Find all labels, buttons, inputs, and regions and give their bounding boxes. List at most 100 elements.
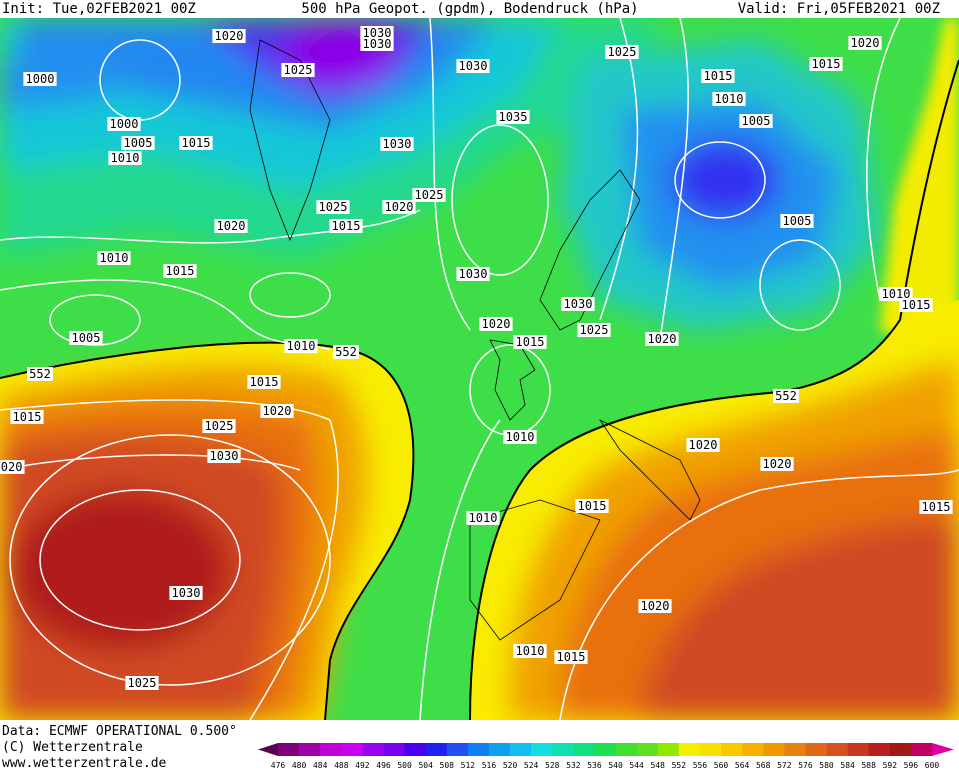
color-swatch	[868, 743, 891, 756]
colorbar-tick-label: 576	[798, 761, 813, 770]
isobar-label: 1020	[385, 200, 414, 214]
label-bg	[773, 389, 799, 403]
data-source: Data: ECMWF OPERATIONAL 0.500°	[2, 724, 237, 739]
color-swatch	[404, 743, 427, 756]
label-bg	[919, 500, 953, 514]
color-swatch	[362, 743, 384, 756]
label-bg	[316, 200, 350, 214]
isobar-label: 1005	[742, 114, 771, 128]
label-bg	[605, 45, 639, 59]
label-bg	[879, 287, 913, 301]
colorbar-tick-label: 580	[819, 761, 834, 770]
colorbar-tick-label: 524	[524, 761, 539, 770]
isobar-label: 1025	[319, 200, 348, 214]
colorbar-tick-label: 508	[440, 761, 455, 770]
color-swatch	[784, 743, 806, 756]
label-bg	[214, 219, 248, 233]
isobar-label: 1015	[578, 499, 607, 513]
color-swatch	[721, 743, 743, 756]
isobar-label: 552	[29, 367, 51, 381]
label-bg	[479, 317, 513, 331]
label-bg	[780, 214, 814, 228]
label-bg	[212, 29, 246, 43]
label-bg	[760, 457, 794, 471]
colorbar-tick-label: 596	[904, 761, 919, 770]
color-swatch	[678, 743, 701, 756]
label-bg	[360, 26, 394, 40]
isobar-label: 1020	[215, 29, 244, 43]
isobar-label: 1010	[469, 511, 498, 525]
color-swatch	[299, 743, 321, 756]
label-bg	[260, 404, 294, 418]
colorbar-tick-label: 484	[313, 761, 328, 770]
isobar-label: 1020	[217, 219, 246, 233]
isobar-label: 1015	[332, 219, 361, 233]
label-bg	[513, 644, 547, 658]
isobar-label: 1030	[564, 297, 593, 311]
label-bg	[638, 599, 672, 613]
colorbar-tick-label: 536	[587, 761, 602, 770]
label-bg	[207, 449, 241, 463]
label-bg	[382, 200, 416, 214]
color-swatch	[805, 743, 828, 756]
colorbar-tick-label: 496	[376, 761, 391, 770]
isobar-label: 1005	[124, 136, 153, 150]
label-bg	[554, 650, 588, 664]
isobar-label: 1015	[704, 69, 733, 83]
color-swatch	[320, 743, 342, 756]
colorbar-tick-label: 504	[418, 761, 433, 770]
isobar-label: 1030	[363, 26, 392, 40]
label-bg	[360, 37, 394, 51]
isobar-label: 1030	[459, 59, 488, 73]
color-swatch	[636, 743, 659, 756]
color-swatch	[383, 743, 406, 756]
url: www.wetterzentrale.de	[2, 756, 167, 770]
isobar-label: 1015	[922, 500, 951, 514]
label-bg	[686, 438, 720, 452]
label-bg	[645, 332, 679, 346]
label-bg	[10, 410, 44, 424]
label-bg	[69, 331, 103, 345]
label-bg	[27, 367, 53, 381]
isobar-label: 1025	[580, 323, 609, 337]
color-swatch	[826, 743, 849, 756]
label-bg	[281, 63, 315, 77]
color-swatch	[763, 743, 785, 756]
isobar-label: 1025	[128, 676, 157, 690]
isobar-label: 1015	[250, 375, 279, 389]
isobar-label: 1025	[284, 63, 313, 77]
label-bg	[284, 339, 318, 353]
color-swatch	[594, 743, 617, 756]
label-bg	[247, 375, 281, 389]
isobar-label: 1030	[172, 586, 201, 600]
label-bg	[108, 151, 142, 165]
color-swatch	[889, 743, 912, 756]
isobar-label: 1010	[111, 151, 140, 165]
isobar-label: 1015	[902, 298, 931, 312]
isobar-label: 1005	[783, 214, 812, 228]
isobar-label: 1020	[648, 332, 677, 346]
label-bg	[577, 323, 611, 337]
colorbar-tick-label: 560	[714, 761, 729, 770]
isobar-label: 1020	[641, 599, 670, 613]
isobar-label: 1025	[415, 188, 444, 202]
label-bg	[0, 460, 25, 474]
isobar-label: 1000	[26, 72, 55, 86]
isobar-label: 1025	[608, 45, 637, 59]
color-swatch	[510, 743, 532, 756]
isobar-label: 1010	[516, 644, 545, 658]
isobar-label: 1020	[763, 457, 792, 471]
isobar-label: 1015	[812, 57, 841, 71]
label-bg	[848, 36, 882, 50]
colorbar-tick-label: 528	[545, 761, 560, 770]
label-bg	[466, 511, 500, 525]
color-swatch	[615, 743, 638, 756]
colorbar-tick-label: 476	[271, 761, 286, 770]
color-swatch	[699, 743, 722, 756]
isobar-label: 1035	[499, 110, 528, 124]
isobar-label: 1015	[182, 136, 211, 150]
isobar-label: 1010	[287, 339, 316, 353]
color-swatch	[425, 743, 448, 756]
